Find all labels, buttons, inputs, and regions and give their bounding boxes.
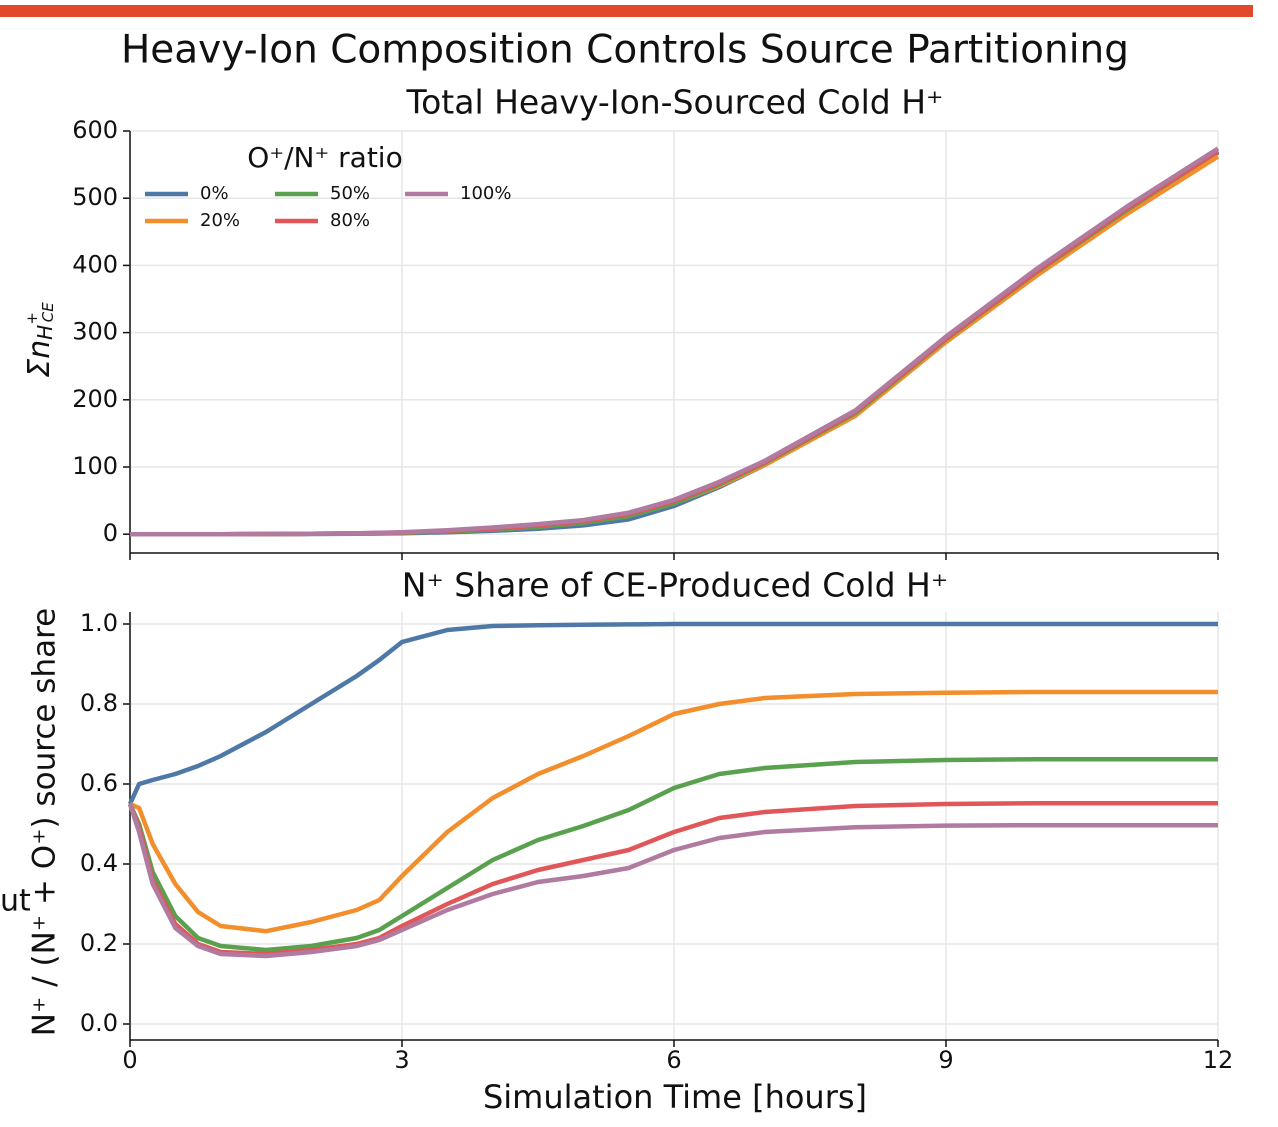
y-tick-label: 0.4 (80, 849, 118, 877)
legend-title: O⁺/N⁺ ratio (247, 141, 402, 174)
y-tick-label: 100 (72, 452, 118, 480)
x-tick-label: 3 (394, 1046, 409, 1074)
legend-label: 80% (330, 210, 370, 231)
y-tick-label: 500 (72, 183, 118, 211)
x-tick-label: 6 (666, 1046, 681, 1074)
data-line (127, 756, 1218, 953)
legend-label: 0% (200, 183, 229, 204)
data-line (129, 689, 1218, 934)
chart-title: N⁺ Share of CE-Produced Cold H⁺ (402, 566, 949, 605)
figure-title: Heavy-Ion Composition Controls Source Pa… (121, 28, 1129, 73)
y-label-part: + (23, 312, 41, 325)
x-tick-label: 12 (1203, 1046, 1234, 1074)
y-tick-label: 600 (72, 116, 118, 144)
legend-label: 50% (330, 183, 370, 204)
data-line (127, 621, 1218, 805)
y-label-part: Σn (22, 340, 57, 378)
data-line (127, 803, 1218, 959)
y-tick-label: 0 (103, 519, 118, 547)
y-tick-label: 0.6 (80, 769, 118, 797)
x-axis-label: Simulation Time [hours] (483, 1078, 867, 1116)
y-tick-label: 0.2 (80, 929, 118, 957)
header-bar (0, 5, 1253, 17)
y-tick-label: 200 (72, 385, 118, 413)
legend-label: 100% (460, 183, 511, 204)
y-tick-label: 0.0 (80, 1009, 118, 1037)
y-label-part: CE (39, 302, 57, 322)
x-tick-label: 0 (122, 1046, 137, 1074)
y-axis-label: N⁺ / (N⁺ + O⁺) source share (27, 608, 63, 1036)
chart-title: Total Heavy-Ion-Sourced Cold H⁺ (406, 83, 944, 122)
y-tick-label: 400 (72, 250, 118, 278)
y-label-part: H (33, 325, 57, 340)
x-tick-label: 9 (938, 1046, 953, 1074)
y-axis-label: ΣnH+CE (22, 302, 57, 378)
y-tick-label: 1.0 (80, 609, 118, 637)
data-line (130, 146, 1220, 537)
y-tick-label: 0.8 (80, 689, 118, 717)
y-tick-label: 300 (72, 318, 118, 346)
legend-label: 20% (200, 210, 240, 231)
cropped-fragment: ut (0, 884, 31, 919)
